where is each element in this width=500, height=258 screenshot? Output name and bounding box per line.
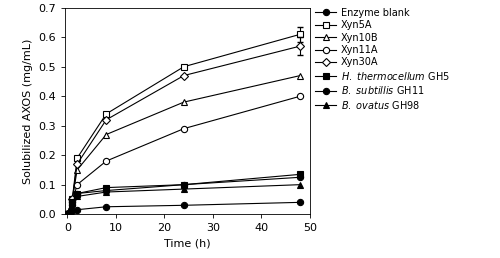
Y-axis label: Solubilized AXOS (mg/mL): Solubilized AXOS (mg/mL): [22, 38, 32, 184]
X-axis label: Time (h): Time (h): [164, 239, 211, 249]
Legend: Enzyme blank, Xyn5A, Xyn10B, Xyn11A, Xyn30A, $\it{H.\ thermocellum}$ GH5, $\it{B: Enzyme blank, Xyn5A, Xyn10B, Xyn11A, Xyn…: [315, 8, 450, 111]
